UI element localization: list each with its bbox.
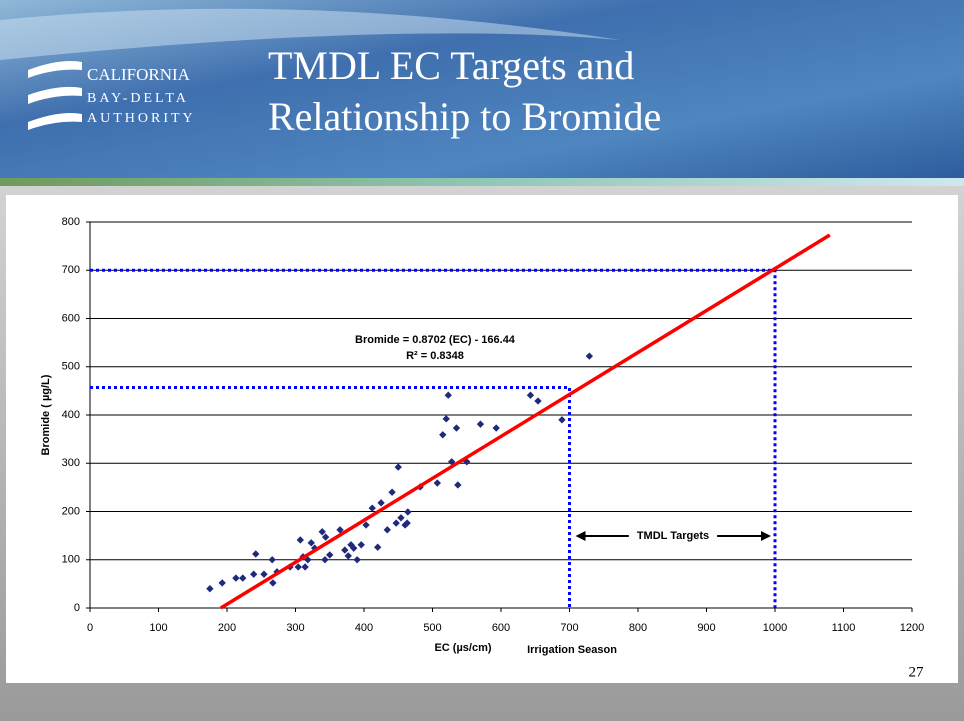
- data-point: [239, 574, 247, 582]
- x-note: Irrigation Season: [527, 644, 617, 656]
- x-tick-label: 800: [629, 622, 647, 634]
- data-point: [252, 550, 260, 558]
- x-tick-label: 1200: [900, 622, 924, 634]
- data-point: [341, 546, 349, 554]
- slide-title: Relationship to Bromide: [268, 94, 661, 139]
- slide-title: TMDL EC Targets and: [268, 43, 634, 88]
- logo-mark: [28, 61, 82, 130]
- data-point: [350, 544, 358, 552]
- data-point: [394, 463, 402, 471]
- equation: Bromide = 0.8702 (EC) - 166.44: [355, 334, 516, 346]
- y-axis-label: Bromide ( µg/L): [40, 374, 52, 455]
- data-point: [492, 424, 500, 432]
- data-point: [534, 397, 542, 405]
- y-tick-label: 700: [62, 264, 80, 276]
- x-tick-label: 600: [492, 622, 510, 634]
- data-point: [388, 488, 396, 496]
- data-point: [558, 416, 566, 424]
- x-tick-label: 400: [355, 622, 373, 634]
- data-point: [404, 508, 412, 516]
- data-point: [368, 504, 376, 512]
- data-point: [268, 556, 276, 564]
- data-point: [433, 479, 441, 487]
- data-point: [392, 519, 400, 527]
- x-tick-label: 1100: [832, 622, 856, 634]
- x-tick-label: 500: [423, 622, 441, 634]
- data-point: [294, 563, 302, 571]
- y-tick-label: 500: [62, 361, 80, 373]
- data-point: [439, 431, 447, 439]
- header-swoosh: [0, 8, 620, 60]
- target-line: [90, 385, 571, 608]
- data-point: [336, 526, 344, 534]
- data-point: [353, 556, 361, 564]
- y-tick-label: 800: [62, 216, 80, 228]
- data-point: [301, 563, 309, 571]
- x-tick-label: 100: [149, 622, 167, 634]
- x-tick-label: 700: [560, 622, 578, 634]
- header-strip: [0, 178, 964, 186]
- y-tick-label: 200: [62, 505, 80, 517]
- y-tick-label: 400: [62, 409, 80, 421]
- y-tick-label: 100: [62, 554, 80, 566]
- data-point: [321, 533, 330, 541]
- x-tick-label: 900: [697, 622, 715, 634]
- data-point: [442, 415, 450, 423]
- data-point: [377, 499, 385, 507]
- x-axis-label: EC (µs/cm): [434, 642, 491, 654]
- data-point: [304, 556, 312, 564]
- x-tick-label: 1000: [763, 622, 787, 634]
- logo-text: AUTHORITY: [87, 111, 196, 126]
- data-point: [318, 528, 326, 536]
- r-squared: R² = 0.8348: [406, 350, 464, 362]
- data-point: [250, 570, 258, 578]
- data-point: [374, 543, 382, 551]
- content-area: [6, 195, 958, 683]
- data-point: [476, 420, 485, 428]
- y-tick-label: 0: [74, 602, 80, 614]
- data-point: [232, 574, 240, 582]
- data-point: [326, 551, 334, 559]
- page-number: 27: [909, 664, 925, 680]
- data-point: [585, 352, 594, 360]
- logo-text: CALIFORNIA: [87, 65, 191, 84]
- data-point: [357, 541, 365, 549]
- data-point: [206, 585, 214, 593]
- x-tick-label: 300: [286, 622, 304, 634]
- data-point: [307, 539, 315, 547]
- data-point: [269, 579, 277, 587]
- y-tick-label: 600: [62, 312, 80, 324]
- target-arrow-head: [761, 531, 771, 541]
- data-point: [260, 570, 268, 578]
- logo-text: BAY-DELTA: [87, 91, 189, 106]
- data-point: [397, 514, 405, 522]
- data-point: [344, 552, 352, 560]
- data-point: [296, 536, 304, 544]
- target-arrow-head: [575, 531, 586, 541]
- data-point: [321, 556, 329, 564]
- y-tick-label: 300: [62, 457, 80, 469]
- data-point: [403, 519, 411, 527]
- x-tick-label: 200: [218, 622, 236, 634]
- x-tick-label: 0: [87, 622, 93, 634]
- target-label: TMDL Targets: [637, 530, 709, 542]
- data-point: [444, 391, 452, 399]
- trend-line: [219, 233, 831, 610]
- data-point: [452, 424, 461, 432]
- data-point: [454, 481, 462, 489]
- data-point: [383, 526, 391, 534]
- data-point: [526, 391, 535, 399]
- data-point: [362, 521, 370, 529]
